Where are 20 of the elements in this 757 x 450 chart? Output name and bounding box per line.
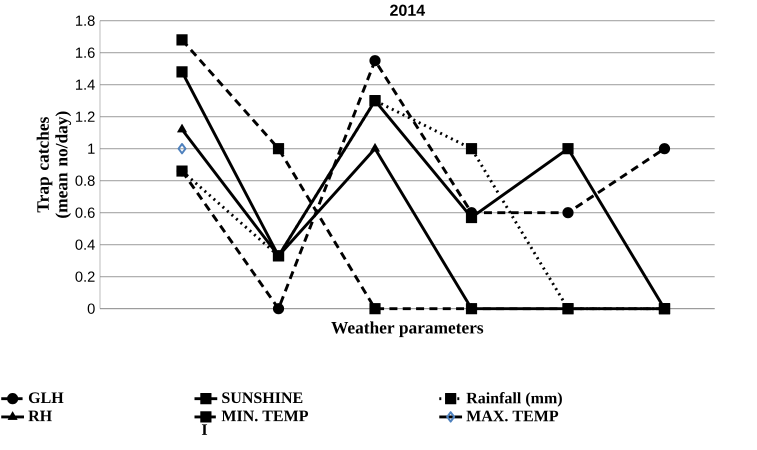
y-tick-label: 1.8 [76,15,95,26]
y-axis-title: Trap catches (mean no/day) [36,112,72,218]
y-tick-label: 0.6 [75,207,95,218]
x-axis-title: Weather parameters [331,321,484,338]
y-tick-label: 0.2 [75,271,95,282]
legend-label: Rainfall (mm) [466,392,562,407]
y-tick-label: 1.2 [76,112,95,122]
legend-label: MIN. TEMP [222,410,308,422]
text: I [202,424,208,435]
y-tick-label: 1.4 [76,80,95,90]
legend-label: GLH [28,392,64,404]
legend-label: MAX. TEMP [466,410,558,422]
y-tick-label: 0.8 [75,175,95,186]
legend-label: RH [28,410,52,422]
legend-label: SUNSHINE [222,392,302,404]
chart-title: 2014 [390,4,426,16]
y-tick-label: 0.4 [75,239,95,250]
y-tick-label: 1.6 [76,47,95,58]
y-tick-label: 1 [88,144,95,154]
y-tick-label: 0 [88,303,95,314]
